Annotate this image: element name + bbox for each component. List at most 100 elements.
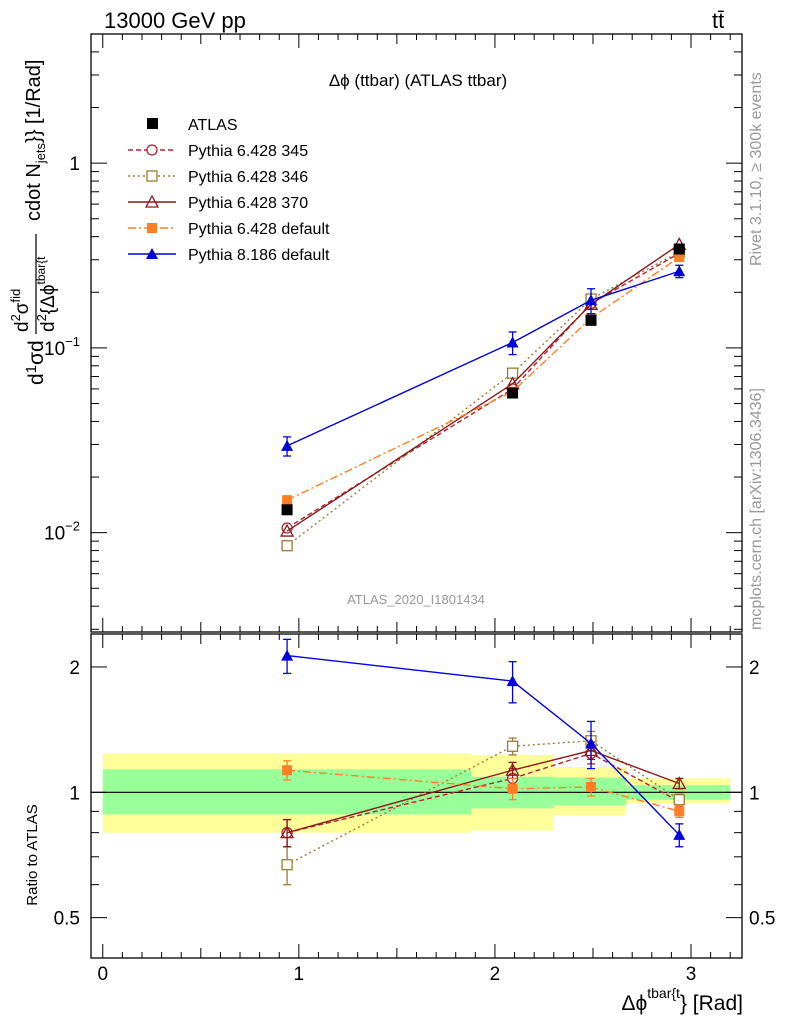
legend-label-series-1: Pythia 6.428 345 xyxy=(188,143,308,160)
series-5-point xyxy=(585,294,598,306)
ylabel-den-sup: tbar{t xyxy=(34,256,48,285)
ylabel-num-2: 2 xyxy=(8,314,23,321)
analysis-watermark: ATLAS_2020_I1801434 xyxy=(347,592,485,607)
xlabel-sup: tbar{t xyxy=(647,985,680,1001)
ylabel-den-rest: {Δϕ xyxy=(38,285,59,315)
series-2-ratio-point xyxy=(673,794,685,806)
ratio-y-tick-label: 1 xyxy=(69,783,80,804)
x-axis-label: Δϕtbar{t} [Rad] xyxy=(621,985,743,1015)
y-tick-base: 10 xyxy=(44,524,65,545)
series-4-line xyxy=(286,256,680,501)
reference-point xyxy=(281,504,293,516)
ylabel-num-sigma: σ xyxy=(12,302,33,314)
ratio-y-tick-label: 2 xyxy=(69,658,80,679)
series-2-point xyxy=(281,540,293,552)
series-5-ratio-point xyxy=(585,737,598,749)
y-tick-exponent: −2 xyxy=(65,519,80,534)
ratio-plot xyxy=(91,638,742,886)
ylabel-sigma: σ xyxy=(25,352,48,365)
ylabel-tail-end: }} [1/Rad] xyxy=(23,60,45,143)
series-5-point xyxy=(673,265,686,277)
series-5-point xyxy=(281,439,294,451)
x-tick-label: 1 xyxy=(294,964,305,985)
ylabel-num-fid: fid xyxy=(8,289,23,303)
ylabel-tail: cdot N xyxy=(23,163,45,221)
ylabel-d2: d xyxy=(25,340,48,352)
x-tick-label: 0 xyxy=(97,964,108,985)
ylabel-tail-sub: jets xyxy=(33,142,48,164)
ylabel-num-d: d xyxy=(12,321,33,332)
mcplots-label: mcplots.cern.ch [arXiv:1306.3436] xyxy=(748,388,765,630)
series-4-ratio-point xyxy=(507,783,518,794)
series-4-ratio-point xyxy=(282,765,293,776)
series-4-ratio-line xyxy=(287,769,680,813)
series-3-line xyxy=(286,243,680,532)
series-3-point xyxy=(279,523,295,537)
ylabel-den-d: d xyxy=(38,321,59,332)
ylabel-den-2: 2 xyxy=(34,314,49,321)
xlabel-tail: } [Rad] xyxy=(680,992,743,1015)
legend-label-series-5: Pythia 8.186 default xyxy=(188,247,330,264)
y-tick-label: 10−2 xyxy=(44,519,80,545)
series-5-line xyxy=(286,270,680,447)
main-plot xyxy=(279,237,687,552)
legend-label-series-4: Pythia 6.428 default xyxy=(188,221,330,238)
y-axis-label-fraction: d2σfid d2{Δϕtbar{t xyxy=(8,234,59,334)
series-4-point xyxy=(674,252,685,263)
ratio-y-tick-label-right: 0.5 xyxy=(749,909,775,930)
ratio-y-axis-label: Ratio to ATLAS xyxy=(24,804,41,905)
series-2-ratio-line xyxy=(286,740,680,866)
ylabel-one: 1 xyxy=(23,365,40,373)
legend-marker-series-4 xyxy=(147,223,157,233)
ratio-y-tick-label-right: 1 xyxy=(749,783,760,804)
series-2-line xyxy=(286,251,680,547)
series-4-ratio-point xyxy=(586,781,597,792)
legend-marker-series-5 xyxy=(146,248,158,259)
series-1-ratio-line xyxy=(286,752,680,834)
legend: ATLAS Pythia 6.428 345 Pythia 6.428 346 Pyt… xyxy=(128,117,330,264)
series-5-ratio-point xyxy=(673,828,686,840)
header-energy-label: 13000 GeV pp xyxy=(104,8,246,33)
y-tick-base: 10 xyxy=(44,339,65,360)
x-tick-label: 2 xyxy=(490,964,501,985)
series-3-ratio-point xyxy=(505,762,520,776)
svg-text:d2{Δϕtbar{t: d2{Δϕtbar{t xyxy=(34,256,59,332)
legend-marker-atlas xyxy=(147,118,158,129)
series-3-ratio-point xyxy=(672,776,687,790)
series-4-ratio-point xyxy=(674,806,685,817)
svg-text:d1σd: d1σd xyxy=(23,340,48,385)
y-axis-label-tail: cdot Njets}} [1/Rad] xyxy=(23,60,48,221)
y-tick-exponent: −1 xyxy=(65,334,80,349)
reference-point xyxy=(585,314,597,326)
y-axis-label: d1σd xyxy=(23,340,48,385)
series-5-ratio-line xyxy=(287,654,680,836)
series-2-ratio-point xyxy=(281,859,293,871)
xlabel-main: Δϕ xyxy=(621,992,647,1015)
legend-label-series-2: Pythia 6.428 346 xyxy=(188,169,308,186)
y-tick-label: 1 xyxy=(69,154,80,175)
y-tick-base: 1 xyxy=(69,154,80,175)
series-4-point xyxy=(282,495,293,506)
ylabel-d1: d xyxy=(25,373,48,385)
series-1-line xyxy=(286,252,680,529)
uncertainty-bands xyxy=(102,753,731,833)
series-2-ratio-point xyxy=(506,740,519,752)
axes: 0 1 2 310−210−110.5 0.51 12 2 xyxy=(44,33,775,985)
series-3-ratio-line xyxy=(286,749,680,834)
series-5-point xyxy=(506,336,519,348)
ratio-y-tick-label-right: 2 xyxy=(749,658,760,679)
svg-text:d2σfid: d2σfid xyxy=(8,289,33,332)
legend-label-series-3: Pythia 6.428 370 xyxy=(188,195,308,212)
reference-point xyxy=(507,387,519,399)
x-tick-label: 3 xyxy=(686,964,697,985)
legend-label-atlas: ATLAS xyxy=(188,117,238,134)
series-5-ratio-point xyxy=(281,649,294,661)
plot-title: Δϕ (ttbar) (ATLAS ttbar) xyxy=(329,71,507,90)
legend-marker-series-2 xyxy=(146,170,158,182)
rivet-version-label: Rivet 3.1.10, ≥ 300k events xyxy=(748,72,765,266)
series-5-ratio-point xyxy=(506,675,519,687)
legend-marker-series-1 xyxy=(146,144,158,156)
svg-text:cdot Njets}} [1/Rad]: cdot Njets}} [1/Rad] xyxy=(23,60,48,221)
header-process-label: tt̄ xyxy=(712,8,724,33)
